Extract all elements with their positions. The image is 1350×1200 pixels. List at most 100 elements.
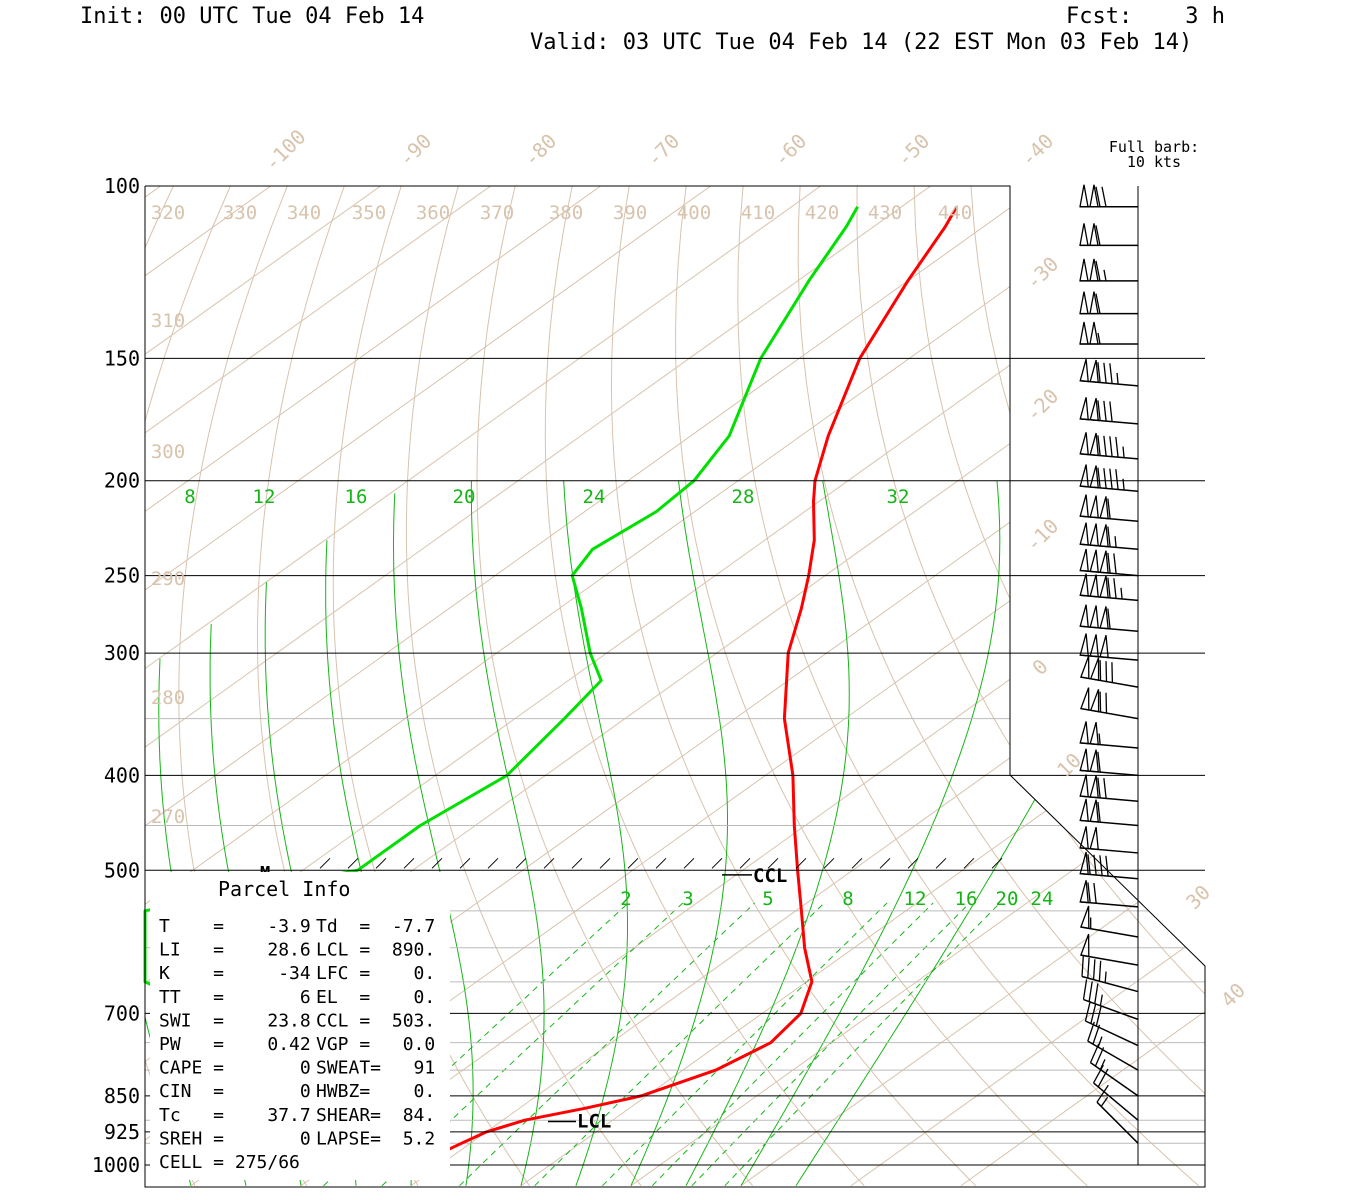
dry-adiabat	[675, 186, 1088, 1187]
wind-barb	[1079, 548, 1139, 577]
isotherm-label: 30	[1181, 880, 1215, 914]
valid-time: Valid: 03 UTC Tue 04 Feb 14 (22 EST Mon …	[530, 30, 1193, 55]
isotherm-label: -10	[1021, 514, 1064, 557]
moist-adiabat	[470, 480, 545, 1186]
wind-barb	[1096, 1084, 1139, 1144]
parcel-info-left: SWI = 23.8	[159, 1010, 311, 1031]
moist-adiabat	[630, 480, 728, 1186]
theta-label: 400	[677, 202, 711, 224]
wind-barb	[1080, 905, 1139, 938]
isotherm-label: -50	[892, 129, 935, 172]
pressure-label: 200	[104, 469, 140, 493]
wind-barb	[1092, 1064, 1139, 1121]
parcel-info-left: CIN = 0	[159, 1081, 311, 1102]
dry-adiabat	[856, 186, 1205, 1187]
theta-label: 380	[549, 202, 583, 224]
pressure-label: 1000	[92, 1153, 140, 1177]
theta-label: 350	[352, 202, 386, 224]
isotherm-label: -30	[1021, 252, 1064, 295]
dry-adiabat	[970, 186, 1205, 1187]
hatch-mark	[711, 857, 723, 869]
hatch-mark	[543, 857, 555, 869]
moist-adiabat	[563, 480, 628, 1186]
mixing-ratio-label: 24	[583, 486, 606, 508]
isotherm-label: 10	[1052, 748, 1086, 782]
theta-label: 370	[480, 202, 514, 224]
dry-adiabat	[1084, 186, 1205, 1187]
theta-label: 330	[223, 202, 257, 224]
hatch-mark	[571, 857, 583, 869]
parcel-info-left: K = -34	[159, 963, 311, 984]
theta-label: 290	[151, 568, 185, 590]
parcel-info-left: CELL = 275/66	[159, 1152, 300, 1173]
mixing-ratio-label: 8	[842, 888, 853, 910]
hatch-mark	[683, 857, 695, 869]
theta-label: 360	[416, 202, 450, 224]
theta-label: 420	[805, 202, 839, 224]
hatch-mark	[879, 857, 891, 869]
parcel-info-left: T = -3.9	[159, 916, 311, 937]
wind-barb	[1079, 604, 1139, 633]
parcel-info-right: HWBZ= 0.	[316, 1081, 435, 1102]
isotherm-label: 0	[1027, 654, 1052, 679]
isotherm-line	[520, 186, 1205, 1187]
isotherm-line	[850, 186, 1205, 1187]
hatch-mark	[459, 857, 471, 869]
theta-label: 320	[151, 202, 185, 224]
mixing-ratio-label: 24	[1031, 888, 1054, 910]
wind-barb	[1079, 826, 1139, 854]
dry-adiabat	[1141, 186, 1205, 1187]
moist-adiabat	[685, 480, 850, 1186]
barb-legend-line1: Full barb:	[1109, 138, 1199, 156]
parcel-info-left: Tc = 37.7	[159, 1105, 311, 1126]
wind-barb	[1079, 432, 1139, 460]
isotherm-label: -40	[1016, 129, 1059, 172]
hatch-mark	[991, 857, 1003, 869]
pressure-label: 300	[104, 641, 140, 665]
isotherm-line	[145, 186, 1182, 1187]
isotherm-label: -90	[394, 129, 437, 172]
parcel-info-right: LAPSE= 5.2	[316, 1128, 435, 1149]
hatch-mark	[375, 857, 387, 869]
moist-adiabat	[393, 493, 474, 1186]
pressure-label: 400	[104, 763, 140, 787]
hatch-mark	[935, 857, 947, 869]
pressure-label: 250	[104, 564, 140, 588]
dry-adiabat	[1198, 186, 1205, 1187]
dry-adiabat	[797, 186, 1205, 1187]
hatch-mark	[627, 857, 639, 869]
mixing-ratio-label: 12	[253, 486, 276, 508]
theta-label: 410	[741, 202, 775, 224]
parcel-info-left: SREH = 0	[159, 1128, 311, 1149]
pressure-label: 500	[104, 858, 140, 882]
pressure-label: 850	[104, 1084, 140, 1108]
mixing-ratio-label: 20	[996, 888, 1019, 910]
wind-barb	[1079, 494, 1139, 522]
parcel-info-left: LI = 28.6	[159, 940, 311, 961]
theta-label: 280	[151, 687, 185, 709]
wind-barb	[1080, 655, 1139, 688]
wind-barb	[1079, 851, 1139, 880]
wind-barb	[1080, 933, 1139, 966]
wind-barb	[1079, 721, 1139, 749]
isotherm-line	[145, 186, 742, 1187]
wind-barb	[1079, 321, 1138, 345]
mixing-ratio-label: 16	[955, 888, 978, 910]
hatch-mark	[739, 857, 751, 869]
pressure-label: 150	[104, 346, 140, 370]
dry-adiabat	[476, 186, 753, 1187]
wind-barb	[1079, 880, 1139, 908]
isotherm-line	[960, 186, 1205, 1187]
dry-adiabat	[405, 186, 642, 1187]
isotherm-line	[630, 186, 1205, 1187]
wind-barb	[1080, 687, 1139, 720]
hatch-mark	[823, 857, 835, 869]
parcel-info-right: SWEAT= 91	[316, 1058, 435, 1079]
parcel-info-right: VGP = 0.0	[316, 1034, 435, 1055]
dry-adiabat	[610, 186, 977, 1187]
forecast-hour: Fcst: 3 h	[1066, 4, 1225, 29]
dry-adiabat	[1313, 186, 1350, 1186]
wind-barb	[1082, 979, 1139, 1021]
parcel-info-left: TT = 6	[159, 987, 311, 1008]
